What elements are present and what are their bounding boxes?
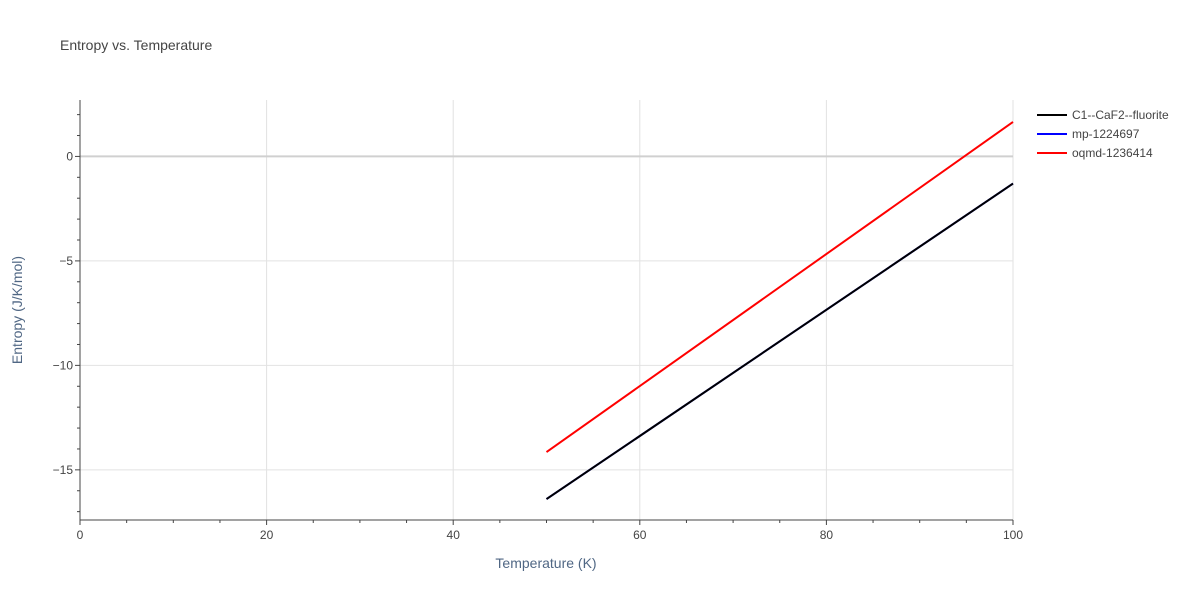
y-axis-label: Entropy (J/K/mol)	[9, 256, 25, 364]
series-lines	[545, 121, 1014, 500]
y-tick-label: −15	[53, 463, 74, 477]
x-tick-label: 20	[260, 528, 274, 542]
legend: C1--CaF2--fluorite mp-1224697 oqmd-1236414	[1037, 108, 1169, 160]
y-tick-label: −10	[53, 358, 74, 372]
grid	[80, 100, 1014, 520]
legend-label: C1--CaF2--fluorite	[1072, 108, 1169, 122]
series-line-oqmd-1236414	[545, 121, 1014, 453]
chart-title: Entropy vs. Temperature	[60, 37, 212, 53]
x-tick-label: 40	[447, 528, 461, 542]
x-tick-label: 0	[77, 528, 84, 542]
y-tick-label: 0	[66, 149, 73, 163]
series-line-C1--CaF2--fluorite	[545, 182, 1014, 500]
x-tick-label: 60	[633, 528, 647, 542]
x-tick-label: 80	[820, 528, 834, 542]
axes: 0 20 40 60 80 100 0 −5 −10 −15	[53, 100, 1023, 542]
y-tick-label: −5	[59, 254, 73, 268]
x-tick-label: 100	[1003, 528, 1023, 542]
legend-label: oqmd-1236414	[1072, 146, 1153, 160]
legend-label: mp-1224697	[1072, 127, 1140, 141]
x-axis-label: Temperature (K)	[495, 555, 596, 571]
